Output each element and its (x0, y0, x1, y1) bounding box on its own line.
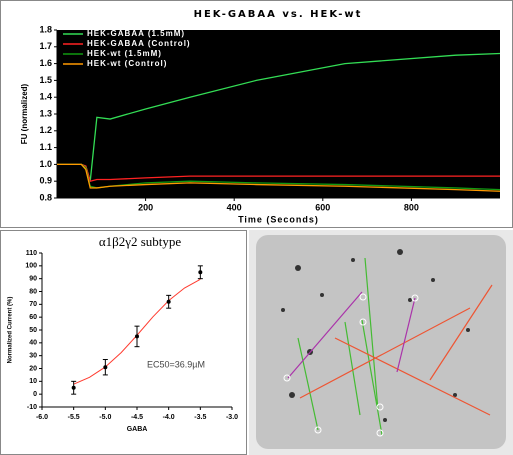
y-tick-label: 40 (29, 340, 37, 347)
data-point (71, 385, 76, 390)
x-tick-label: -5.5 (68, 414, 80, 421)
y-tick-label: 1.3 (39, 108, 52, 118)
legend-label: HEK-wt (1.5mM) (87, 49, 162, 58)
y-tick-label: 70 (29, 301, 37, 308)
y-tick-label: 80 (29, 288, 37, 295)
y-tick-label: 0.8 (39, 192, 52, 202)
x-tick-label: 600 (315, 202, 330, 212)
legend-label: HEK-wt (Control) (87, 59, 167, 68)
legend-label: HEK-GABAA (1.5mM) (87, 29, 185, 38)
y-axis-label: Normalized Current (%) (8, 297, 14, 364)
chart-title: α1β2γ2 subtype (99, 234, 182, 249)
y-tick-label: 1.7 (39, 41, 52, 51)
y-tick-label: 1.2 (39, 125, 52, 135)
y-tick-label: 60 (29, 314, 37, 321)
y-tick-label: 0 (33, 391, 37, 398)
y-tick-label: 50 (29, 327, 37, 334)
y-tick-label: 1.6 (39, 58, 52, 68)
y-tick-label: 1.4 (39, 92, 52, 102)
x-tick-label: -3.5 (194, 414, 206, 421)
x-tick-label: 800 (404, 202, 419, 212)
series-line (57, 163, 501, 192)
x-tick-label: -3.0 (226, 414, 238, 421)
y-tick-label: 110 (26, 250, 37, 257)
x-axis-label: Time (Seconds) (238, 214, 319, 224)
x-tick-label: 200 (138, 202, 153, 212)
series-line (57, 163, 500, 182)
y-tick-label: 1.5 (39, 75, 52, 85)
y-tick-label: 20 (29, 365, 37, 372)
data-point (135, 334, 139, 339)
y-tick-label: 10 (29, 378, 37, 385)
legend-label: HEK-GABAA (Control) (87, 39, 191, 48)
annotation: EC50=36.9µM (147, 359, 205, 369)
markers (283, 293, 419, 437)
bottom-left-panel (0, 230, 247, 455)
x-tick-label: -4.5 (131, 414, 143, 421)
data-point (166, 299, 171, 304)
x-tick-label: -5.0 (99, 414, 111, 421)
y-tick-label: 30 (29, 353, 37, 360)
data-point (103, 365, 108, 370)
y-axis-label: FU (normalized) (20, 83, 29, 144)
chart-title: HEK-GABAA vs. HEK-wt (194, 9, 363, 20)
y-tick-label: 1.0 (39, 159, 52, 169)
y-tick-label: 0.9 (39, 176, 52, 186)
image-field (256, 235, 506, 449)
data-point (198, 270, 203, 275)
y-tick-label: 100 (25, 263, 37, 270)
y-tick-label: -10 (27, 404, 37, 411)
y-tick-label: 1.8 (39, 24, 52, 34)
y-tick-label: 90 (29, 276, 37, 283)
tracks (287, 257, 493, 436)
y-tick-label: 1.1 (39, 142, 52, 152)
series-line (57, 163, 501, 191)
x-tick-label: -6.0 (36, 414, 48, 421)
x-tick-label: 400 (227, 202, 242, 212)
microscope-image (249, 230, 513, 455)
x-axis-label: GABA (127, 426, 148, 433)
x-tick-label: -4.0 (163, 414, 175, 421)
